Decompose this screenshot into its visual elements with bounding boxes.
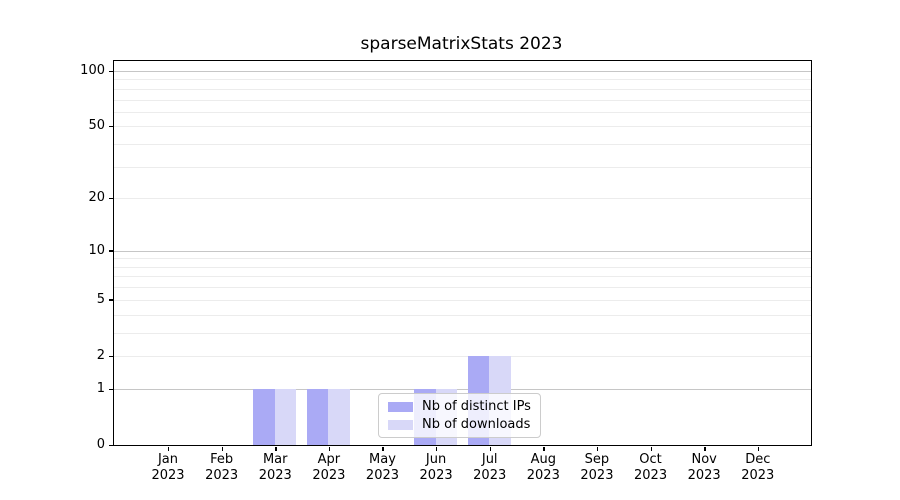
y-tick-label: 1: [96, 380, 105, 396]
legend-swatch: [388, 402, 413, 412]
x-tick-mark: [275, 446, 277, 451]
x-tick-month: May: [369, 452, 396, 467]
x-tick-mark: [168, 446, 170, 451]
y-tick-label: 20: [88, 190, 105, 206]
gridline-minor: [114, 355, 811, 357]
x-tick-label-may: May 2023: [352, 452, 412, 483]
x-tick-year: 2023: [741, 467, 775, 483]
y-tick-mark: [109, 444, 114, 447]
x-tick-month: Jan: [157, 452, 179, 467]
x-tick-label-jul: Jul 2023: [460, 452, 520, 483]
gridline-minor: [114, 287, 811, 289]
x-tick-month: Feb: [210, 452, 234, 467]
x-tick-month: Dec: [745, 452, 771, 467]
gridline-minor: [114, 198, 811, 200]
x-tick-year: 2023: [473, 467, 507, 483]
legend-label: Nb of downloads: [422, 417, 531, 432]
x-tick-label-jan: Jan 2023: [138, 452, 198, 483]
x-tick-label-aug: Aug 2023: [513, 452, 573, 483]
gridline-major: [114, 71, 811, 72]
x-tick-year: 2023: [258, 467, 292, 483]
x-tick-label-nov: Nov 2023: [674, 452, 734, 483]
x-tick-mark: [221, 446, 224, 451]
x-tick-label-dec: Dec 2023: [728, 452, 788, 483]
x-tick-mark: [436, 446, 438, 451]
y-tick-label: 5: [96, 291, 105, 307]
gridline-minor: [114, 99, 811, 101]
x-tick-month: Jul: [481, 452, 498, 467]
y-tick-mark: [109, 250, 114, 252]
gridline-minor: [114, 266, 811, 268]
y-tick-label: 2: [96, 347, 105, 363]
gridline-minor: [114, 144, 811, 146]
y-tick-mark: [109, 126, 114, 128]
gridline-minor: [114, 276, 811, 278]
bar-distinct-ips-apr: [307, 388, 329, 445]
y-tick-label: 0: [96, 437, 105, 452]
x-tick-month: Aug: [530, 452, 556, 467]
x-tick-year: 2023: [312, 467, 346, 483]
x-tick-mark: [543, 446, 545, 451]
gridline-major: [114, 250, 811, 252]
gridline-minor: [114, 299, 811, 301]
x-tick-mark: [757, 446, 760, 451]
x-tick-year: 2023: [580, 467, 614, 483]
gridline-minor: [114, 258, 811, 260]
y-tick-mark: [109, 299, 114, 301]
x-tick-year: 2023: [365, 467, 400, 483]
y-tick-mark: [109, 70, 114, 73]
gridline-minor: [114, 332, 811, 334]
legend-swatch: [388, 420, 413, 430]
bar-downloads-mar: [274, 388, 297, 445]
x-tick-mark: [382, 446, 384, 451]
x-tick-year: 2023: [419, 467, 453, 483]
x-tick-label-sep: Sep 2023: [567, 452, 627, 483]
y-tick-label: 50: [88, 118, 105, 134]
chart-title: sparseMatrixStats 2023: [360, 34, 563, 54]
x-tick-month: Sep: [584, 452, 610, 467]
gridline-major: [114, 388, 811, 390]
plot-area: Nb of distinct IPs Nb of downloads: [113, 60, 812, 446]
bar-downloads-apr: [328, 388, 350, 445]
x-tick-month: Apr: [317, 452, 341, 467]
x-tick-year: 2023: [687, 467, 721, 483]
legend-item: Nb of downloads: [388, 417, 531, 433]
y-tick-mark: [109, 355, 114, 358]
y-tick-mark: [109, 388, 114, 390]
gridline-minor: [114, 88, 811, 90]
x-tick-year: 2023: [205, 467, 239, 483]
legend-item: Nb of distinct IPs: [388, 399, 531, 415]
x-tick-mark: [489, 446, 492, 451]
x-tick-year: 2023: [151, 467, 185, 483]
y-tick-mark: [109, 197, 114, 200]
gridline-minor: [114, 166, 811, 168]
legend-label: Nb of distinct IPs: [422, 399, 531, 414]
gridline-minor: [114, 111, 811, 113]
bar-distinct-ips-mar: [253, 388, 275, 445]
x-tick-label-feb: Feb 2023: [192, 452, 252, 483]
x-tick-mark: [704, 446, 706, 451]
x-tick-mark: [596, 446, 599, 451]
x-tick-label-jun: Jun 2023: [406, 452, 466, 483]
y-tick-label: 10: [88, 242, 105, 258]
x-tick-mark: [650, 446, 652, 451]
gridline-minor: [114, 126, 811, 128]
x-tick-mark: [328, 446, 331, 451]
x-tick-month: Jun: [425, 452, 447, 467]
x-tick-month: Oct: [639, 452, 662, 467]
x-tick-label-mar: Mar 2023: [245, 452, 305, 483]
x-tick-label-oct: Oct 2023: [621, 452, 681, 483]
x-tick-label-apr: Apr 2023: [299, 452, 359, 483]
y-tick-label: 100: [80, 63, 105, 78]
x-tick-year: 2023: [526, 467, 560, 483]
gridline-minor: [114, 79, 811, 81]
gridline-minor: [114, 314, 811, 316]
x-tick-year: 2023: [634, 467, 668, 483]
legend: Nb of distinct IPs Nb of downloads: [378, 393, 541, 438]
x-tick-month: Nov: [691, 452, 717, 467]
x-tick-month: Mar: [262, 452, 288, 467]
